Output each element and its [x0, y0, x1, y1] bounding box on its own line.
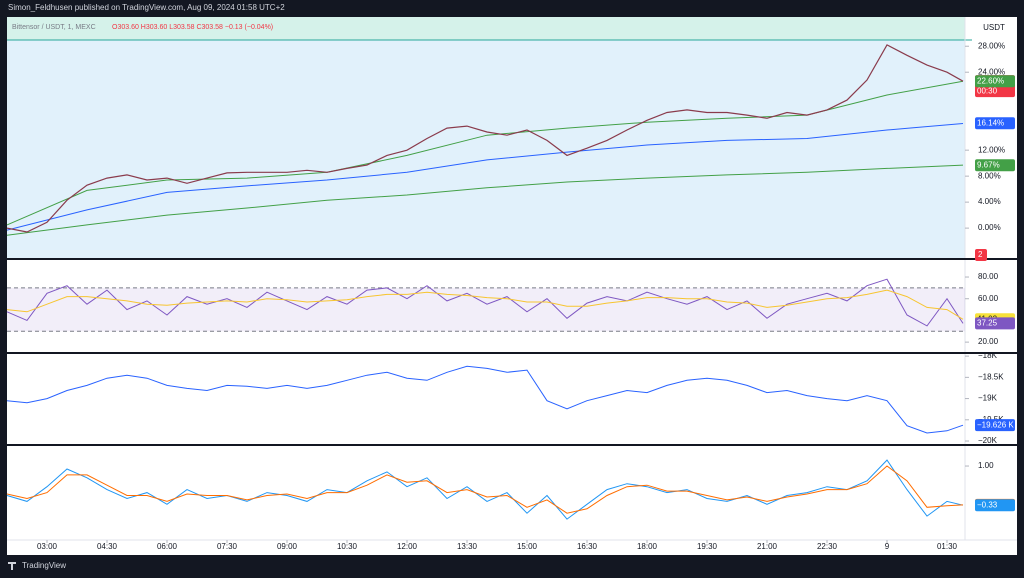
price-badge	[975, 159, 1015, 172]
y-tick-label: 1.00	[978, 461, 994, 470]
logo-icon	[8, 562, 16, 570]
symbol-title: Bittensor / USDT, 1, MEXC	[12, 24, 96, 31]
y-tick-label: 24.00%	[978, 67, 1005, 76]
price-badge	[975, 499, 1015, 512]
y-tick-label: 4.00%	[978, 197, 1001, 206]
footer-logo: TradingView	[22, 561, 66, 570]
price-badge-label: 9.67%	[977, 160, 1000, 169]
series-line	[6, 465, 964, 514]
countdown: 00:30	[977, 86, 998, 95]
y-tick-label: −19K	[978, 394, 998, 403]
y-tick-label: −20K	[978, 436, 998, 445]
x-tick-label: 9	[885, 542, 890, 551]
publish-header: Simon_Feldhusen published on TradingView…	[8, 3, 285, 12]
series-line	[6, 365, 964, 434]
series-line	[6, 459, 964, 520]
x-tick-label: 07:30	[217, 542, 238, 551]
x-tick-label: 12:00	[397, 542, 418, 551]
volume-badge-label: 2	[978, 250, 983, 259]
price-badge	[975, 419, 1015, 432]
price-badge-label: 16.14%	[977, 118, 1004, 127]
price-badge-label: 37.25	[977, 319, 998, 328]
series-line	[6, 164, 964, 236]
y-tick-label: 20.00	[978, 337, 999, 346]
x-tick-label: 18:00	[637, 542, 658, 551]
price-badge	[975, 317, 1015, 330]
price-badge-label: 22.60%	[977, 76, 1004, 85]
top-zone	[7, 17, 965, 40]
y-tick-label: 0.00%	[978, 223, 1001, 232]
x-tick-label: 09:00	[277, 542, 298, 551]
price-badge-label: −0.33	[977, 500, 998, 509]
x-tick-label: 04:30	[97, 542, 118, 551]
series-line	[6, 278, 964, 327]
y-tick-label: −18K	[978, 351, 998, 360]
price-badge	[975, 117, 1015, 130]
pane-divider	[7, 444, 1017, 446]
y-tick-label: 60.00	[978, 294, 999, 303]
y-tick-label: 80.00	[978, 272, 999, 281]
y-tick-label: 28.00%	[978, 41, 1005, 50]
x-tick-label: 22:30	[817, 542, 838, 551]
pane-divider	[7, 258, 1017, 260]
y-tick-label: −18.5K	[978, 372, 1004, 381]
x-tick-label: 16:30	[577, 542, 598, 551]
price-badge-label: −19.626 K	[977, 420, 1014, 429]
x-tick-label: 21:00	[757, 542, 778, 551]
ohlc-legend: O303.60 H303.60 L303.58 C303.58 −0.13 (−…	[112, 24, 273, 31]
x-tick-label: 06:00	[157, 542, 178, 551]
series-line	[6, 44, 964, 233]
series-line	[6, 289, 964, 320]
y-tick-label: 12.00%	[978, 145, 1005, 154]
x-tick-label: 10:30	[337, 542, 358, 551]
x-tick-label: 03:00	[37, 542, 58, 551]
x-tick-label: 15:00	[517, 542, 538, 551]
rsi-band-fill	[7, 287, 965, 332]
y-tick-label: 8.00%	[978, 171, 1001, 180]
x-tick-label: 01:30	[937, 542, 958, 551]
pane-divider	[7, 352, 1017, 354]
x-tick-label: 19:30	[697, 542, 718, 551]
main-pane-bg	[7, 17, 965, 258]
price-badge	[975, 75, 1015, 88]
currency: USDT	[983, 23, 1005, 32]
series-line	[6, 123, 964, 231]
volume-badge	[975, 249, 987, 261]
x-tick-label: 13:30	[457, 542, 478, 551]
